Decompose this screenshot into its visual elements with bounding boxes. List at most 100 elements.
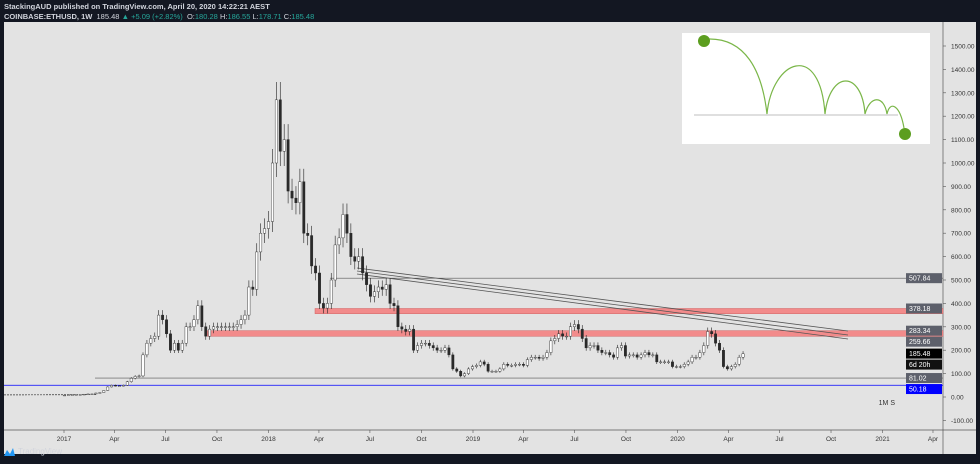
- candle: [616, 347, 619, 358]
- candle: [510, 365, 514, 367]
- candle: [522, 364, 525, 366]
- candle: [235, 324, 239, 327]
- candle: [333, 244, 337, 281]
- candle: [541, 357, 545, 359]
- y-tick-label: 1500.00: [951, 44, 975, 51]
- candle: [576, 324, 580, 330]
- trendlines[interactable]: [356, 267, 849, 340]
- y-tick-label: 900.00: [951, 184, 971, 191]
- level-price-label: 507.84: [909, 276, 931, 283]
- candle: [271, 162, 274, 222]
- candle: [365, 272, 368, 285]
- bar-countdown-label-bg: [906, 359, 942, 370]
- candle: [635, 354, 639, 358]
- y-tick-label: 1000.00: [951, 161, 975, 168]
- candle: [380, 286, 384, 290]
- candle: [267, 221, 270, 229]
- candle: [396, 305, 400, 327]
- candle: [192, 319, 196, 327]
- x-tick-label: 2018: [261, 436, 276, 443]
- candle: [486, 364, 490, 372]
- candle: [506, 364, 510, 366]
- candle: [733, 364, 737, 367]
- x-tick-label: Jul: [570, 436, 579, 443]
- candle: [596, 345, 600, 351]
- x-tick-label: Oct: [621, 436, 631, 443]
- y-tick-label: 1400.00: [951, 67, 975, 74]
- candle: [671, 361, 674, 367]
- candle: [157, 314, 161, 337]
- candle: [341, 214, 345, 239]
- candle: [345, 214, 349, 234]
- candle: [533, 357, 537, 359]
- candle: [427, 342, 431, 346]
- tradingview-logo[interactable]: TradingView: [4, 447, 62, 456]
- candle: [451, 354, 455, 370]
- candle: [529, 357, 533, 360]
- candle: [227, 326, 231, 328]
- candle: [121, 385, 125, 387]
- candle: [204, 326, 208, 337]
- candle: [714, 333, 717, 344]
- candle: [447, 347, 451, 356]
- candle: [98, 392, 102, 394]
- candle: [86, 393, 90, 395]
- x-tick-label: 2017: [57, 436, 72, 443]
- y-tick-label: 1100.00: [951, 137, 974, 144]
- candle: [216, 326, 219, 328]
- bar-countdown-label: 6d 20h: [909, 362, 931, 369]
- candle: [102, 390, 106, 393]
- ball-end-icon: [899, 128, 911, 140]
- candle: [569, 326, 572, 337]
- candle: [169, 333, 172, 351]
- candle: [706, 331, 710, 346]
- candle: [259, 232, 263, 253]
- candle: [584, 338, 588, 349]
- candle: [243, 314, 247, 320]
- candle: [580, 328, 584, 339]
- candle: [678, 366, 682, 368]
- ball-start-icon: [698, 35, 710, 47]
- candle: [518, 364, 521, 366]
- candle: [212, 326, 215, 330]
- trendline[interactable]: [356, 273, 849, 340]
- y-tick-label: 100.00: [951, 371, 971, 378]
- candle: [133, 376, 137, 379]
- candle: [408, 328, 412, 332]
- y-tick-label: 600.00: [951, 254, 971, 261]
- candle: [318, 272, 321, 304]
- candle: [208, 328, 212, 337]
- candle: [741, 353, 745, 358]
- candle: [294, 197, 298, 203]
- y-tick-label: 400.00: [951, 301, 971, 308]
- x-tick-label: 2021: [875, 436, 890, 443]
- candle: [384, 284, 388, 290]
- candle: [282, 139, 286, 152]
- trendline[interactable]: [356, 270, 849, 336]
- x-tick-label: Apr: [928, 436, 939, 443]
- trendline[interactable]: [356, 267, 849, 332]
- candle: [455, 368, 459, 372]
- candle: [306, 232, 310, 236]
- candle: [702, 345, 706, 353]
- candle: [145, 342, 149, 356]
- y-tick-label: 0.00: [951, 395, 964, 402]
- candle: [459, 371, 463, 377]
- candle: [557, 333, 561, 339]
- candle: [404, 328, 408, 332]
- candle: [188, 326, 192, 328]
- candle: [494, 371, 498, 373]
- candle: [106, 386, 110, 391]
- candle: [435, 347, 439, 351]
- candle: [161, 314, 165, 320]
- candle: [110, 385, 114, 388]
- candle: [655, 354, 659, 363]
- candle: [388, 284, 392, 304]
- candle: [549, 340, 553, 353]
- level-price-label-bg: [906, 336, 942, 347]
- candle: [376, 286, 380, 292]
- candle: [478, 361, 482, 366]
- level-price-label: 259.66: [909, 339, 931, 346]
- candle: [627, 354, 631, 357]
